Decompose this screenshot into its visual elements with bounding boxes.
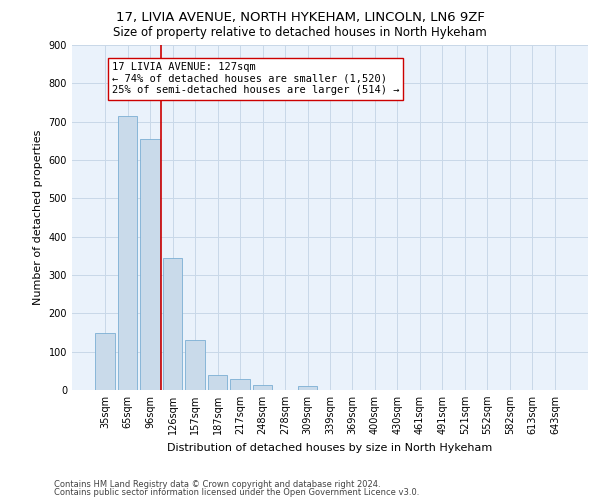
Bar xyxy=(230,378,250,390)
Bar xyxy=(185,340,205,390)
Bar xyxy=(253,386,272,390)
Bar xyxy=(208,374,227,390)
Text: Contains HM Land Registry data © Crown copyright and database right 2024.: Contains HM Land Registry data © Crown c… xyxy=(54,480,380,489)
Bar xyxy=(298,386,317,390)
Text: 17 LIVIA AVENUE: 127sqm
← 74% of detached houses are smaller (1,520)
25% of semi: 17 LIVIA AVENUE: 127sqm ← 74% of detache… xyxy=(112,62,399,96)
Bar xyxy=(140,139,160,390)
Bar xyxy=(163,258,182,390)
Y-axis label: Number of detached properties: Number of detached properties xyxy=(33,130,43,305)
Text: 17, LIVIA AVENUE, NORTH HYKEHAM, LINCOLN, LN6 9ZF: 17, LIVIA AVENUE, NORTH HYKEHAM, LINCOLN… xyxy=(116,11,484,24)
Text: Contains public sector information licensed under the Open Government Licence v3: Contains public sector information licen… xyxy=(54,488,419,497)
Bar xyxy=(118,116,137,390)
Text: Size of property relative to detached houses in North Hykeham: Size of property relative to detached ho… xyxy=(113,26,487,39)
Bar xyxy=(95,332,115,390)
X-axis label: Distribution of detached houses by size in North Hykeham: Distribution of detached houses by size … xyxy=(167,442,493,452)
